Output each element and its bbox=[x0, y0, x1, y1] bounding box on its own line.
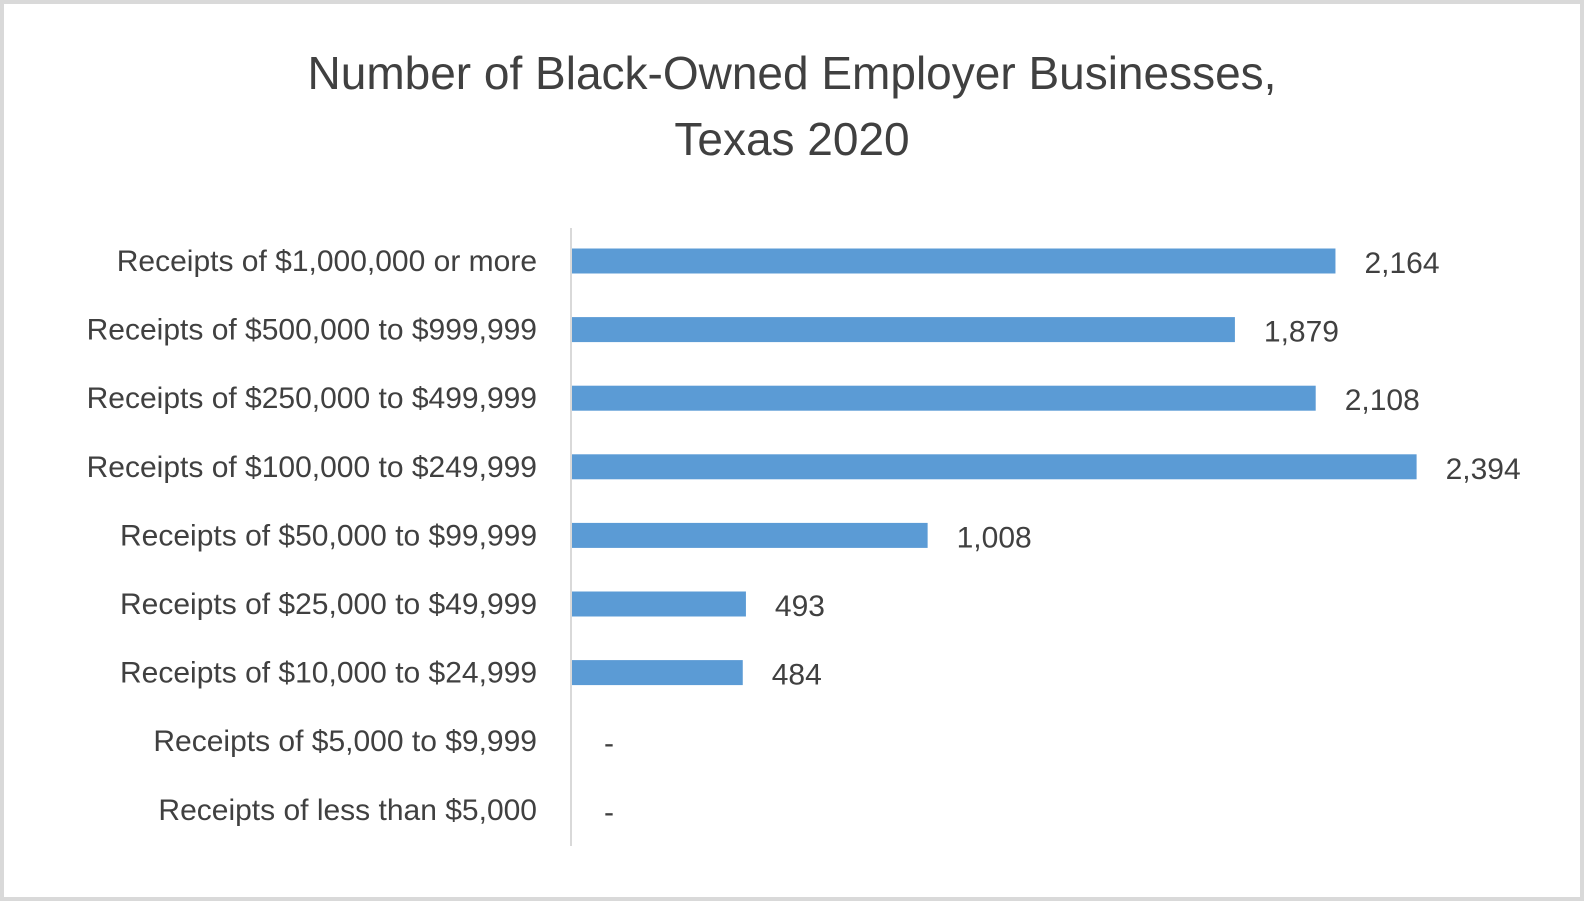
category-label: Receipts of less than $5,000 bbox=[158, 794, 537, 827]
bar bbox=[572, 522, 928, 548]
category-label: Receipts of $500,000 to $999,999 bbox=[87, 314, 537, 347]
chart-title-line-2: Texas 2020 bbox=[674, 113, 910, 165]
bar bbox=[572, 385, 1316, 411]
category-label: Receipts of $10,000 to $24,999 bbox=[120, 657, 537, 690]
category-label: Receipts of $1,000,000 or more bbox=[117, 245, 537, 278]
data-label: - bbox=[604, 727, 614, 760]
bar bbox=[572, 248, 1336, 274]
data-label: 2,108 bbox=[1345, 384, 1420, 417]
chart-title-line-1: Number of Black-Owned Employer Businesse… bbox=[307, 47, 1277, 99]
data-label: 2,394 bbox=[1446, 453, 1521, 486]
chart-title: Number of Black-Owned Employer Businesse… bbox=[0, 40, 1584, 172]
category-label: Receipts of $5,000 to $9,999 bbox=[153, 725, 537, 758]
data-label: 493 bbox=[775, 590, 825, 623]
bar bbox=[572, 660, 743, 686]
data-label: 2,164 bbox=[1364, 247, 1439, 280]
bar bbox=[572, 591, 746, 617]
category-label: Receipts of $100,000 to $249,999 bbox=[87, 451, 537, 484]
data-label: 1,879 bbox=[1264, 316, 1339, 349]
data-label: 484 bbox=[772, 659, 822, 692]
category-label: Receipts of $25,000 to $49,999 bbox=[120, 588, 537, 621]
category-label: Receipts of $50,000 to $99,999 bbox=[120, 519, 537, 552]
bar bbox=[572, 317, 1235, 343]
data-label: 1,008 bbox=[957, 521, 1032, 554]
data-label: - bbox=[604, 796, 614, 829]
bar bbox=[572, 454, 1417, 480]
category-label: Receipts of $250,000 to $499,999 bbox=[87, 382, 537, 415]
